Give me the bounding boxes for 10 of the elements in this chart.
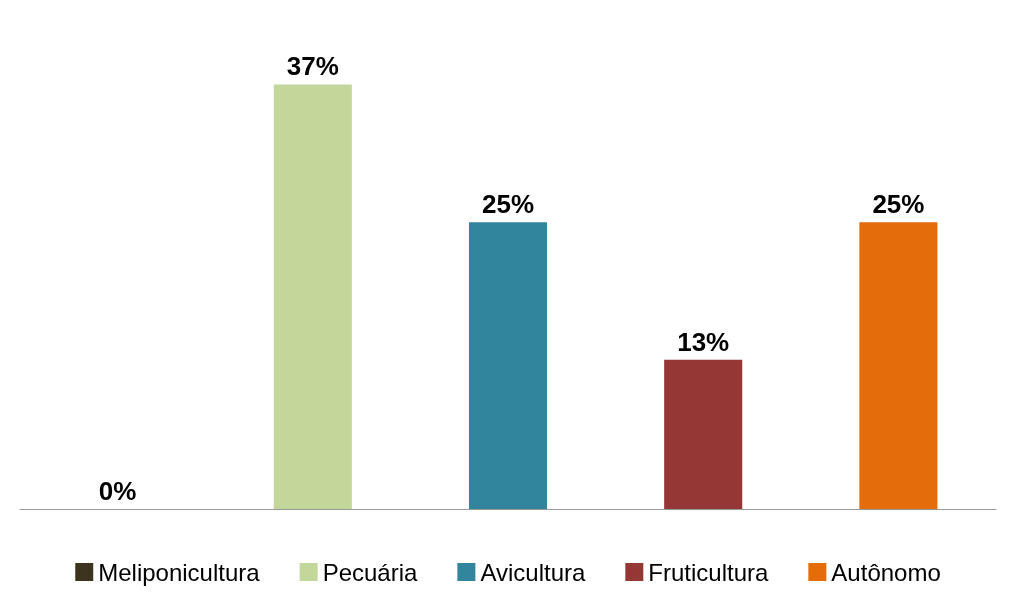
legend-label: Autônomo bbox=[831, 558, 941, 586]
legend-label: Fruticultura bbox=[648, 558, 770, 586]
data-label: 25% bbox=[481, 189, 535, 220]
data-label: 37% bbox=[286, 51, 339, 82]
legend-label: Meliponicultura bbox=[98, 558, 261, 586]
data-label: 0% bbox=[98, 476, 137, 506]
data-label: 13% bbox=[677, 326, 730, 357]
data-label: 25% bbox=[872, 189, 925, 220]
legend-label: Pecuária bbox=[322, 558, 419, 586]
legend-label: Avicultura bbox=[480, 558, 586, 586]
